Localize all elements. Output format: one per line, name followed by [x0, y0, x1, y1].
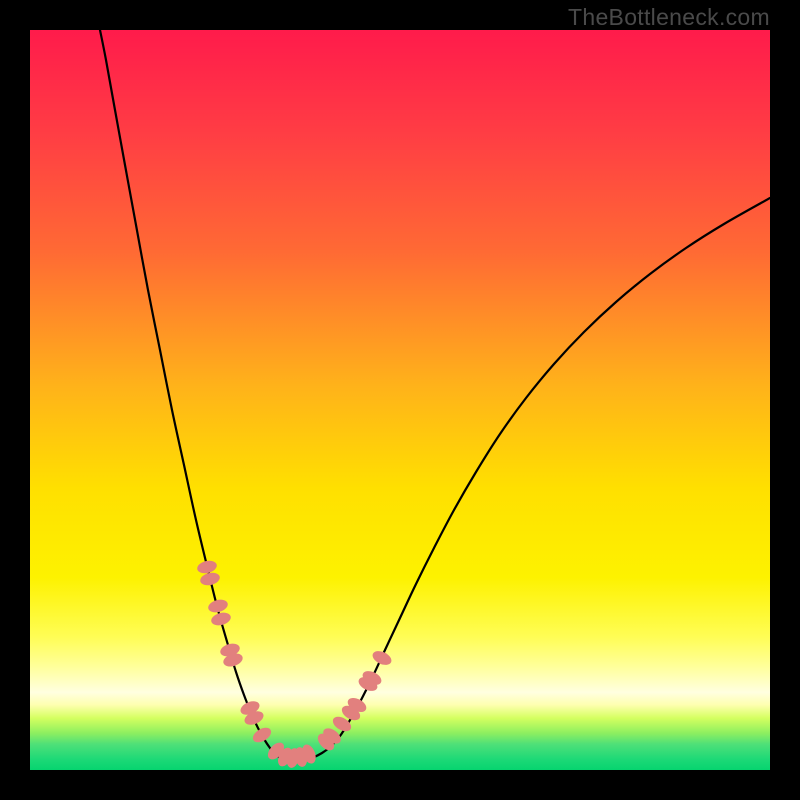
- marker-group: [196, 559, 394, 769]
- curve-marker: [370, 648, 393, 667]
- plot-area: [30, 30, 770, 770]
- curve-layer: [30, 30, 770, 770]
- watermark-text: TheBottleneck.com: [568, 4, 770, 31]
- curve-marker: [196, 559, 218, 575]
- curve-marker: [210, 611, 232, 628]
- bottleneck-curve-left: [100, 30, 292, 762]
- curve-marker: [250, 725, 273, 746]
- curve-marker: [207, 598, 229, 615]
- chart-frame: TheBottleneck.com: [0, 0, 800, 800]
- curve-marker: [199, 571, 221, 587]
